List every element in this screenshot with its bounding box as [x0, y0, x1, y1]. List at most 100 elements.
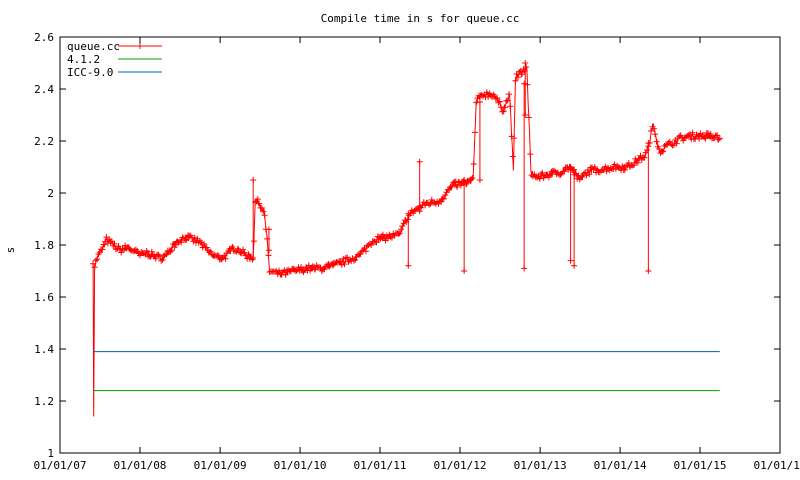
data-point [261, 212, 268, 219]
data-point [509, 153, 516, 160]
data-point [702, 135, 709, 142]
y-tick-label: 1.4 [34, 343, 54, 356]
x-tick-label: 01/01/09 [194, 459, 247, 472]
data-point [240, 246, 247, 253]
data-point [120, 246, 127, 253]
data-point [357, 250, 364, 257]
data-point [591, 163, 598, 170]
legend-label: 4.1.2 [67, 53, 100, 66]
data-point [650, 125, 657, 132]
data-point [668, 141, 675, 148]
data-point [652, 131, 659, 138]
x-tick-label: 01/01/15 [674, 459, 727, 472]
data-point [536, 175, 543, 182]
data-point [438, 198, 445, 205]
data-point [666, 138, 673, 145]
data-point [178, 239, 185, 246]
data-point [265, 247, 272, 254]
data-point [607, 165, 614, 172]
data-point [511, 135, 518, 142]
x-tick-label: 01/01/10 [274, 459, 327, 472]
data-point [571, 171, 578, 178]
data-point [265, 252, 272, 259]
data-point [680, 137, 687, 144]
data-point [636, 155, 643, 162]
data-point [124, 244, 131, 251]
data-point [342, 255, 349, 261]
y-tick-label: 2.6 [34, 31, 54, 44]
data-point [311, 263, 317, 270]
data-point [398, 226, 405, 233]
data-point [470, 161, 477, 167]
data-point [619, 163, 626, 170]
data-point [258, 204, 265, 211]
x-tick-label: 01/01/14 [594, 459, 647, 472]
data-point [483, 89, 490, 96]
data-point [640, 153, 647, 160]
data-point [714, 132, 721, 139]
data-point [495, 99, 502, 106]
data-point [440, 195, 447, 202]
data-point [587, 164, 594, 171]
y-axis: 1 1.2 1.4 1.6 1.8 2 2.2 2.4 2.6 [34, 31, 780, 460]
data-point [642, 149, 649, 156]
data-point [158, 257, 165, 264]
data-point [156, 253, 163, 260]
data-point [500, 108, 507, 115]
data-point [570, 166, 577, 173]
data-point [170, 241, 177, 248]
x-tick-label: 01/01/08 [113, 459, 166, 472]
data-point [416, 158, 423, 165]
data-point [252, 199, 259, 206]
data-point [701, 134, 708, 141]
data-point [468, 176, 475, 183]
data-point [579, 174, 586, 180]
data-point [264, 235, 271, 242]
data-point [396, 230, 403, 237]
data-point [334, 259, 341, 266]
series-line [92, 66, 720, 417]
data-point [99, 246, 106, 253]
data-point [427, 200, 434, 207]
series-0 [90, 60, 723, 417]
data-point [107, 239, 114, 245]
data-point [229, 244, 236, 250]
data-point [276, 267, 282, 274]
data-point [523, 64, 530, 70]
y-tick-label: 1.8 [34, 239, 54, 252]
data-point [447, 184, 454, 191]
data-point [670, 142, 677, 148]
data-point [214, 252, 221, 259]
data-point [656, 145, 663, 152]
data-point [707, 131, 714, 137]
data-point [515, 74, 521, 81]
chart-title: Compile time in s for queue.cc [321, 12, 520, 25]
data-point [461, 268, 468, 274]
data-point [183, 236, 190, 243]
data-point [234, 245, 241, 252]
data-point [463, 181, 470, 187]
data-point [260, 208, 267, 215]
data-point [716, 135, 723, 142]
data-point [528, 172, 535, 179]
data-point [412, 206, 419, 213]
data-point [256, 200, 263, 207]
data-point [519, 71, 525, 78]
data-point [254, 196, 261, 203]
data-point [686, 131, 693, 138]
data-point [190, 238, 197, 245]
data-point [586, 171, 593, 178]
data-point [368, 242, 375, 248]
data-point [431, 199, 438, 206]
data-point [540, 175, 547, 181]
data-point [329, 260, 336, 267]
data-point [512, 77, 519, 84]
data-point [167, 248, 174, 255]
legend-label: ICC-9.0 [67, 66, 113, 79]
data-point [522, 112, 529, 118]
data-point [307, 267, 314, 274]
data-point [476, 177, 483, 183]
data-point [611, 161, 618, 168]
data-point [545, 174, 552, 181]
x-tick-label: 01/01/11 [354, 459, 407, 472]
